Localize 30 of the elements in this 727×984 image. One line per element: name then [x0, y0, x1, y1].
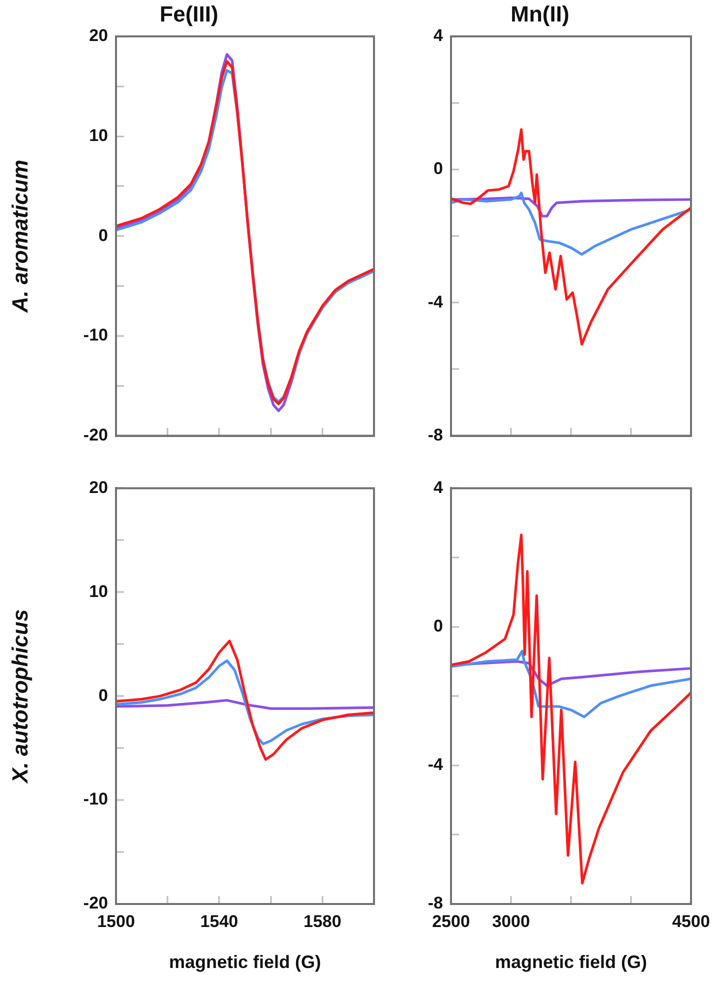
y-tick-label: -4: [428, 755, 444, 774]
y-tick-label: 0: [434, 159, 443, 178]
y-tick-label: -20: [83, 425, 108, 444]
y-axis-title: A. aromaticum: [7, 160, 32, 314]
y-tick-label: -10: [83, 790, 108, 809]
y-tick-label: 10: [89, 582, 108, 601]
y-tick-label: -8: [428, 425, 443, 444]
x-tick-label: 3000: [492, 912, 530, 931]
y-tick-label: 20: [89, 26, 108, 46]
chart-title: Mn(II): [510, 1, 570, 26]
y-tick-label: 20: [89, 478, 108, 497]
x-tick-label: 1580: [303, 912, 342, 931]
x-tick-label: 2500: [432, 912, 470, 931]
x-tick-label: 1540: [200, 912, 238, 931]
y-tick-label: 0: [98, 226, 108, 245]
y-tick-label: 10: [89, 126, 108, 145]
y-tick-label: 4: [434, 478, 444, 497]
x-axis-title: magnetic field (G): [168, 952, 322, 972]
y-tick-label: -4: [428, 292, 444, 312]
y-tick-label: -20: [83, 894, 108, 913]
x-axis-title: magnetic field (G): [494, 952, 648, 972]
y-axis-title: X. autotrophicus: [7, 609, 32, 785]
x-tick-label: 1500: [97, 912, 135, 931]
y-tick-label: 0: [434, 616, 443, 636]
y-tick-label: -8: [428, 894, 443, 913]
chart-title: Fe(III): [160, 1, 218, 26]
y-tick-label: -10: [83, 326, 108, 345]
y-tick-label: 4: [434, 26, 444, 46]
y-tick-label: 0: [98, 686, 108, 705]
x-tick-label: 4500: [672, 912, 710, 931]
